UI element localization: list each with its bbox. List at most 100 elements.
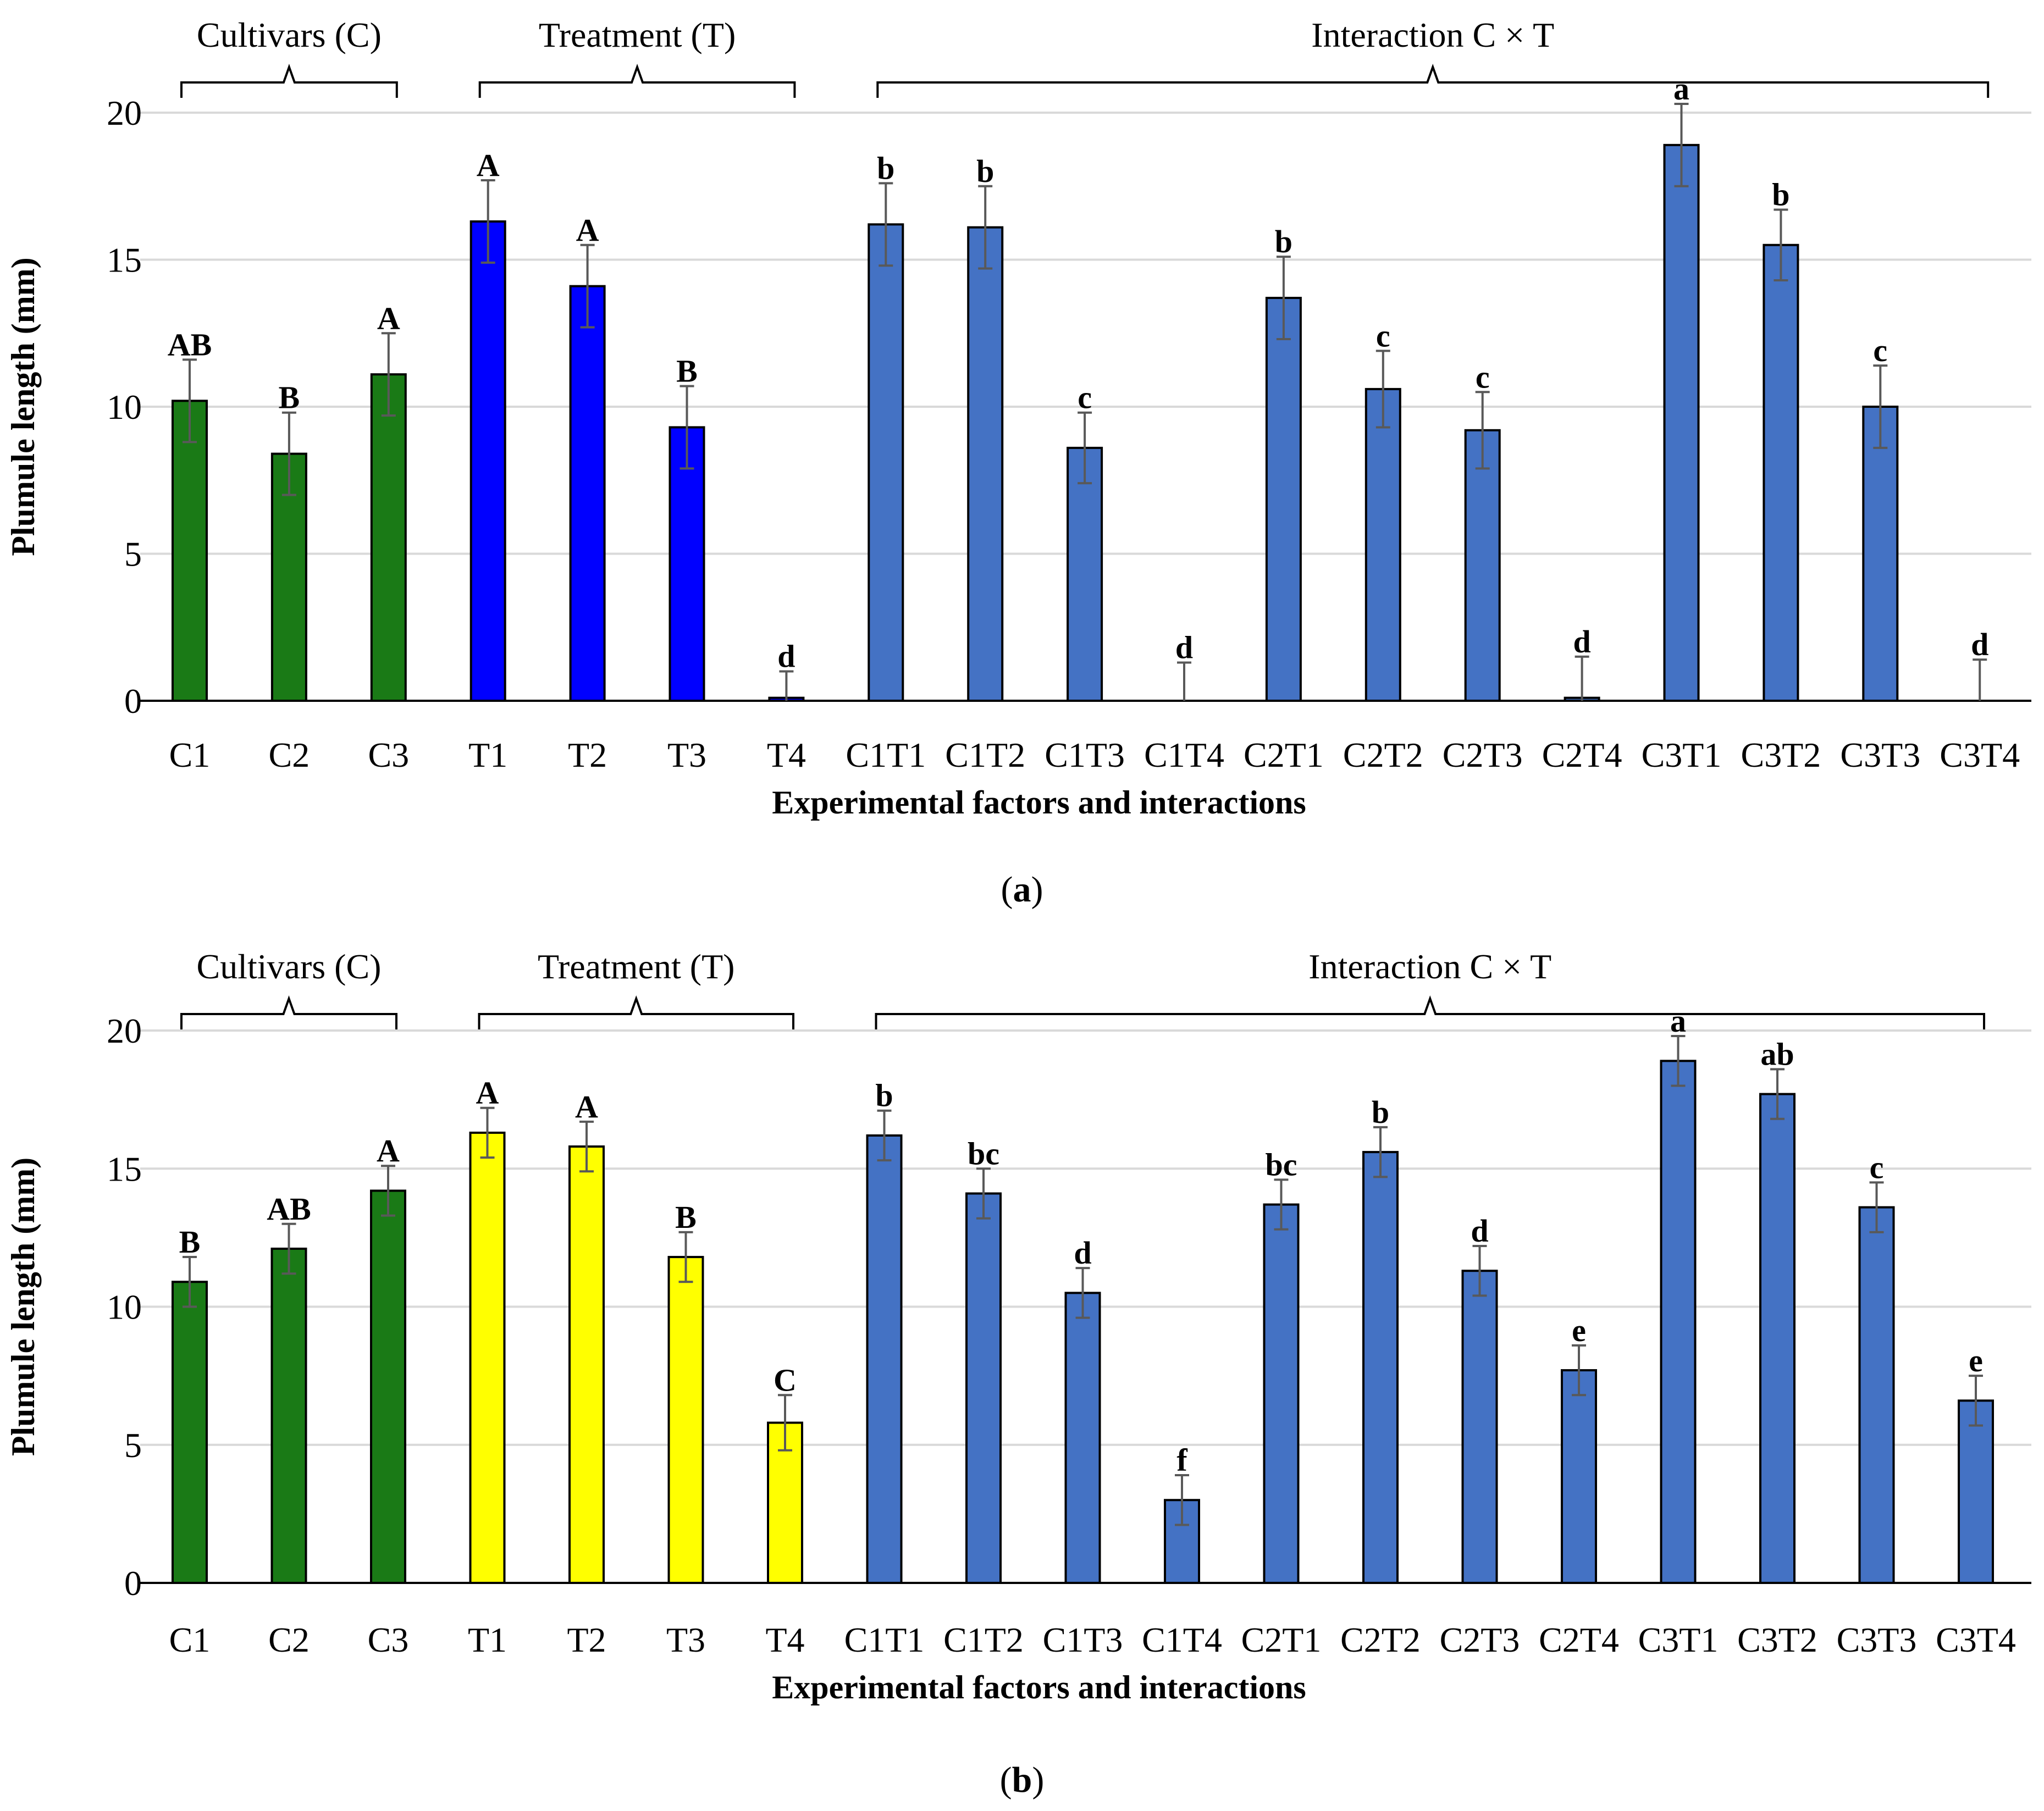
significance-letter: c (1078, 380, 1092, 416)
bar-C2T3 (1461, 1270, 1498, 1585)
bar-C1 (172, 1281, 208, 1584)
x-tick-label: C1T2 (945, 735, 1025, 774)
group-bracket (875, 995, 1985, 1029)
significance-letter: A (377, 300, 400, 336)
bar-C2T2 (1364, 387, 1401, 702)
bar-C1 (172, 400, 208, 702)
y-tick-label: 0 (124, 682, 142, 721)
significance-letter: a (1670, 1003, 1686, 1039)
panel-letter: a (1013, 869, 1031, 910)
significance-letter: bc (1266, 1147, 1297, 1182)
significance-letter: d (777, 639, 795, 674)
x-tick-label: C1 (169, 735, 211, 774)
significance-letter: a (1673, 71, 1689, 107)
bar-C1T3 (1064, 1292, 1101, 1584)
y-tick-label: 20 (107, 1011, 142, 1050)
x-tick-label: T4 (765, 1620, 804, 1659)
x-tick-label: C2 (268, 1620, 310, 1659)
bar-C2T3 (1464, 429, 1501, 702)
significance-letter: d (1175, 629, 1193, 665)
bar-C3 (370, 1189, 406, 1584)
group-label: Interaction C × T (1308, 947, 1551, 986)
x-tick-label: C3T1 (1638, 1620, 1719, 1659)
x-tick-label: T2 (568, 735, 607, 774)
group-label: Cultivars (C) (197, 947, 382, 986)
x-tick-label: T3 (667, 735, 706, 774)
x-tick-label: C2T3 (1440, 1620, 1520, 1659)
x-axis-title: Experimental factors and interactions (772, 784, 1306, 821)
significance-letter: f (1176, 1442, 1187, 1478)
significance-letter: B (179, 1224, 201, 1260)
bar-C3T1 (1660, 1060, 1697, 1584)
y-tick-label: 5 (124, 1426, 142, 1465)
significance-letter: d (1074, 1235, 1091, 1271)
significance-letter: d (1471, 1213, 1488, 1249)
significance-letter: b (875, 1078, 893, 1114)
group-bracket (180, 995, 397, 1029)
group-label: Treatment (T) (538, 947, 734, 986)
x-tick-label: T1 (468, 1620, 507, 1659)
x-tick-label: C2T4 (1542, 735, 1622, 774)
y-axis-title: Plumule length (mm) (5, 1158, 41, 1456)
bar-C3T3 (1862, 406, 1899, 702)
significance-letter: B (279, 380, 300, 416)
y-tick-label: 5 (124, 535, 142, 574)
y-tick-label: 10 (107, 1288, 142, 1327)
significance-letter: b (976, 153, 994, 189)
bar-T3 (667, 1256, 704, 1585)
bar-C3T2 (1763, 243, 1799, 702)
x-tick-label: C2T3 (1443, 735, 1523, 774)
bar-T2 (568, 1145, 605, 1585)
bar-C1T1 (866, 1134, 903, 1584)
x-tick-label: C1T4 (1142, 1620, 1222, 1659)
y-tick-label: 0 (124, 1564, 142, 1603)
x-tick-label: T3 (666, 1620, 705, 1659)
panel-label: (a) (1001, 869, 1043, 910)
y-tick-label: 10 (107, 387, 142, 427)
x-tick-label: T4 (767, 735, 806, 774)
x-tick-label: C3T4 (1936, 1620, 2016, 1659)
x-tick-label: C1T1 (844, 1620, 925, 1659)
x-tick-label: C2T2 (1340, 1620, 1421, 1659)
x-axis-title: Experimental factors and interactions (772, 1669, 1306, 1705)
group-bracket (876, 64, 1990, 98)
x-tick-label: C3 (368, 1620, 409, 1659)
significance-letter: B (675, 1199, 697, 1235)
significance-letter: B (676, 353, 698, 389)
x-tick-label: C2T1 (1244, 735, 1324, 774)
group-label: Cultivars (C) (197, 15, 382, 54)
y-tick-label: 15 (107, 241, 142, 280)
significance-letter: A (575, 1089, 598, 1125)
x-tick-label: C3T2 (1737, 1620, 1817, 1659)
y-tick-label: 15 (107, 1149, 142, 1188)
x-tick-label: T2 (567, 1620, 606, 1659)
x-tick-label: C1T4 (1144, 735, 1224, 774)
bar-C2T2 (1362, 1151, 1399, 1585)
x-tick-label: C3T4 (1940, 735, 2020, 774)
bar-C2T4 (1561, 1369, 1597, 1584)
bar-C1T1 (868, 223, 904, 702)
x-tick-label: C2T4 (1539, 1620, 1619, 1659)
significance-letter: b (1275, 224, 1292, 259)
bar-C3T1 (1663, 143, 1700, 702)
x-tick-label: C3T3 (1840, 735, 1920, 774)
significance-letter: e (1572, 1312, 1586, 1348)
y-tick-label: 20 (107, 93, 142, 132)
y-axis-title: Plumule length (mm) (5, 257, 41, 556)
significance-letter: b (1372, 1094, 1389, 1130)
bar-T3 (669, 426, 705, 702)
x-tick-label: C2T2 (1343, 735, 1423, 774)
significance-letter: A (576, 212, 599, 248)
x-tick-label: C1T3 (1043, 1620, 1123, 1659)
bar-C1T2 (965, 1192, 1002, 1585)
x-tick-label: C1T1 (846, 735, 926, 774)
significance-letter: d (1971, 627, 1988, 662)
x-tick-label: C2 (269, 735, 310, 774)
significance-letter: c (1376, 318, 1390, 353)
significance-letter: C (774, 1362, 797, 1398)
significance-letter: bc (968, 1136, 999, 1171)
panel-letter: b (1012, 1760, 1032, 1800)
bar-T2 (569, 285, 606, 702)
